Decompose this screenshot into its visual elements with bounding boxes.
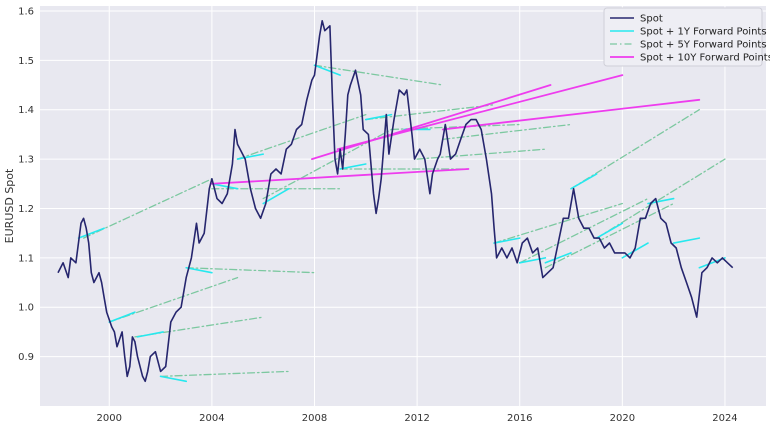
x-tick-label: 2016 — [507, 413, 532, 424]
legend: Spot Spot + 1Y Forward Points Spot + 5Y Fo… — [603, 7, 770, 67]
x-tick-label: 2008 — [302, 413, 327, 424]
forward-1y-segment — [672, 237, 701, 244]
forward-1y-series — [77, 64, 726, 383]
spot-line — [57, 19, 734, 383]
forward-1y-segment — [595, 222, 624, 239]
y-tick-label: 1.2 — [18, 204, 34, 215]
forward-1y-segment — [570, 173, 598, 190]
legend-entry-label: Spot + 5Y Forward Points — [640, 40, 767, 51]
forward-5y-segment — [493, 202, 623, 244]
x-tick-label: 2004 — [199, 413, 224, 424]
forward-1y-segment — [313, 64, 341, 76]
forward-1y-segment — [108, 311, 136, 323]
x-tick-label: 2000 — [97, 413, 122, 424]
y-tick-label: 1.5 — [18, 56, 34, 67]
y-tick-label: 1.4 — [18, 105, 34, 116]
y-tick-label: 1.6 — [18, 6, 34, 17]
forward-5y-segment — [82, 178, 213, 239]
forward-1y-segment — [77, 227, 105, 239]
forward-5y-segment — [442, 123, 572, 140]
forward-10y-segment — [441, 98, 701, 131]
forward-5y-segment — [236, 113, 367, 160]
forward-1y-segment — [518, 257, 547, 264]
forward-10y-segment — [210, 168, 470, 185]
y-tick-label: 1.3 — [18, 155, 34, 166]
plot-background — [40, 6, 766, 406]
forward-1y-segment — [339, 163, 367, 170]
forward-1y-segment — [544, 252, 572, 264]
forward-5y-segment — [544, 202, 675, 269]
forward-5y-segment — [108, 276, 239, 323]
legend-box — [603, 7, 763, 67]
y-axis-ticks: 0.9 1.0 1.1 1.2 1.3 1.4 1.5 1.6 — [18, 6, 34, 363]
legend-entry-label: Spot + 1Y Forward Points — [640, 27, 767, 38]
forward-1y-segment — [136, 331, 164, 338]
x-axis-ticks: 2000 2004 2008 2012 2016 2020 2024 — [97, 413, 738, 424]
forward-5y-segment — [519, 197, 649, 264]
forward-5y-segment — [313, 64, 444, 86]
forward-1y-segment — [365, 113, 393, 121]
forward-1y-segment — [185, 266, 213, 274]
legend-entry-label: Spot — [640, 14, 663, 25]
forward-1y-segment — [236, 153, 264, 160]
x-tick-label: 2020 — [610, 413, 635, 424]
forward-1y-segment — [493, 237, 521, 244]
forward-1y-segment — [159, 375, 188, 383]
forward-10y-segment — [311, 84, 552, 160]
spot-series — [57, 19, 734, 383]
legend-entry-label: Spot + 10Y Forward Points — [640, 53, 770, 64]
forward-5y-segment — [185, 267, 316, 274]
y-tick-label: 0.9 — [18, 352, 34, 363]
y-tick-label: 1.1 — [18, 253, 34, 264]
y-axis-label: EURUSD Spot — [3, 168, 16, 243]
x-tick-label: 2012 — [404, 413, 429, 424]
forward-5y-segment — [159, 370, 290, 378]
forward-1y-segment — [211, 182, 239, 190]
y-tick-label: 1.0 — [18, 303, 34, 314]
forward-1y-segment — [262, 187, 290, 205]
x-tick-label: 2024 — [712, 413, 737, 424]
